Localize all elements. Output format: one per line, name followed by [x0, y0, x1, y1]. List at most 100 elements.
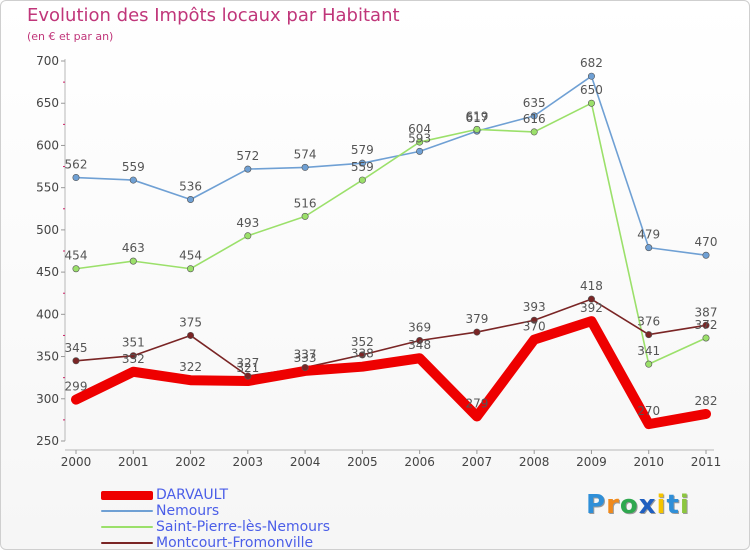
data-label: 493 [236, 216, 259, 230]
data-label: 337 [294, 348, 317, 362]
data-labels: 562 559 536 572 574 579 593 617 635 682 479 470 454 4… [65, 56, 718, 418]
data-label: 392 [580, 301, 603, 315]
data-label: 345 [65, 341, 88, 355]
x-tick-label: 2010 [633, 455, 664, 469]
data-label: 375 [179, 315, 202, 329]
y-tick-label: 700 [36, 54, 59, 68]
data-point [301, 212, 309, 220]
data-label: 393 [523, 300, 546, 314]
y-tick-label: 300 [36, 392, 59, 406]
data-label: 372 [695, 318, 718, 332]
data-point [587, 72, 595, 80]
data-point [702, 321, 710, 329]
data-point [473, 328, 481, 336]
legend-label: Saint-Pierre-lès-Nemours [156, 519, 331, 535]
brand-logo: Proxiti [586, 490, 690, 520]
data-label: 369 [408, 321, 431, 335]
legend-swatch [101, 542, 153, 544]
data-label: 562 [65, 158, 88, 172]
data-point [358, 159, 366, 167]
data-label: 321 [236, 361, 259, 375]
y-tick-label: 550 [36, 181, 59, 195]
legend-label: Montcourt-Fromonville [156, 535, 314, 550]
data-point [129, 257, 137, 265]
data-point [72, 265, 80, 273]
y-tick-label: 250 [36, 434, 59, 448]
data-label: 322 [179, 360, 202, 374]
data-label: 559 [122, 160, 145, 174]
data-point [416, 138, 424, 146]
x-tick-label: 2002 [175, 455, 206, 469]
data-point [358, 351, 366, 359]
series-line-3 [75, 298, 707, 377]
data-point [645, 244, 653, 252]
brand-letter: P [586, 490, 607, 520]
brand-letter: i [656, 490, 667, 520]
data-point [187, 331, 195, 339]
legend-swatch [101, 526, 153, 528]
data-label: 616 [523, 112, 546, 126]
data-label: 454 [65, 249, 88, 263]
x-tick-label: 2009 [576, 455, 607, 469]
legend-swatch [101, 490, 153, 500]
data-label: 279 [465, 397, 488, 411]
x-tick-label: 2001 [118, 455, 149, 469]
data-label: 327 [236, 356, 259, 370]
data-label: 650 [580, 83, 603, 97]
data-point [702, 251, 710, 259]
legend: DARVAULT Nemours Saint-Pierre-lès-Nemours M… [101, 487, 331, 550]
data-point [129, 352, 137, 360]
data-point [244, 232, 252, 240]
series-line-0 [71, 316, 711, 430]
data-label: 338 [351, 347, 374, 361]
data-point [702, 334, 710, 342]
brand-letter: x [638, 490, 657, 520]
data-label: 574 [294, 147, 317, 161]
y-tick-label: 500 [36, 223, 59, 237]
data-label: 454 [179, 249, 202, 263]
brand-letter: i [679, 490, 690, 520]
data-point [129, 176, 137, 184]
data-label: 682 [580, 56, 603, 70]
legend-item: Montcourt-Fromonville [101, 535, 330, 550]
data-label: 617 [465, 111, 488, 125]
x-tick-label: 2007 [462, 455, 493, 469]
data-label: 479 [637, 228, 660, 242]
x-axis: 2000 2001 2002 2003 2004 2005 2006 2007 2008 2009… [61, 449, 722, 469]
data-label: 332 [122, 352, 145, 366]
data-label: 379 [465, 312, 488, 326]
data-point [530, 316, 538, 324]
data-label: 341 [637, 344, 660, 358]
y-tick-label: 600 [36, 138, 59, 152]
y-tick-label: 350 [36, 350, 59, 364]
brand-letter: r [606, 490, 620, 520]
data-point [72, 174, 80, 182]
data-label: 604 [408, 122, 431, 136]
data-label: 619 [465, 109, 488, 123]
y-tick-label: 400 [36, 307, 59, 321]
data-point [187, 265, 195, 273]
data-point [301, 364, 309, 372]
x-tick-label: 2005 [347, 455, 378, 469]
data-point [301, 163, 309, 171]
y-tick-label: 650 [36, 96, 59, 110]
x-tick-label: 2011 [691, 455, 722, 469]
x-tick-label: 2003 [233, 455, 264, 469]
x-tick-label: 2008 [519, 455, 550, 469]
brand-letter: o [619, 490, 639, 520]
data-label: 387 [695, 305, 718, 319]
data-point [645, 331, 653, 339]
data-point [244, 372, 252, 380]
data-point [645, 360, 653, 368]
data-label: 635 [523, 96, 546, 110]
chart-subtitle: (en € et par an) [27, 30, 114, 43]
data-label: 376 [637, 315, 660, 329]
data-label: 579 [351, 143, 374, 157]
data-label: 299 [65, 380, 88, 394]
x-tick-label: 2006 [404, 455, 435, 469]
legend-swatch [101, 510, 153, 512]
x-tick-label: 2000 [61, 455, 92, 469]
data-point [473, 125, 481, 133]
data-label: 470 [695, 235, 718, 249]
data-point [530, 128, 538, 136]
